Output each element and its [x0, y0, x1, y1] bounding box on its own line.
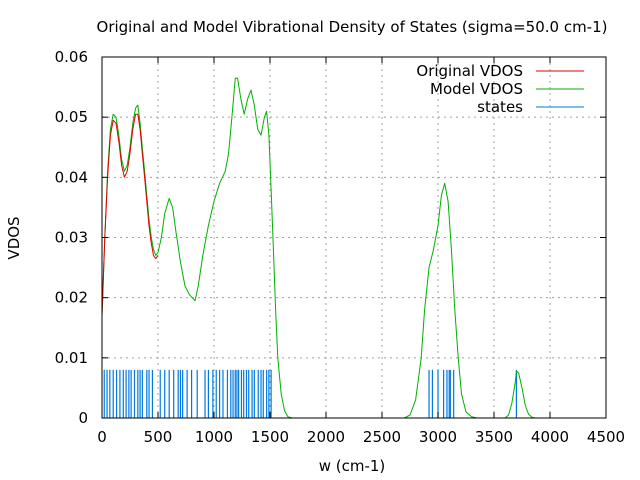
legend: Original VDOS Model VDOS states [416, 62, 584, 116]
chart-title: Original and Model Vibrational Density o… [97, 18, 608, 36]
series-layer [101, 77, 606, 419]
y-tick-label: 0.01 [55, 349, 88, 367]
model-vdos-line [101, 77, 606, 419]
axis-ticks [101, 56, 607, 419]
x-tick-label: 4000 [531, 428, 569, 446]
y-tick-labels: 0 0.01 0.02 0.03 0.04 0.05 0.06 [55, 48, 88, 427]
x-tick-label: 2500 [363, 428, 401, 446]
grid-lines [102, 57, 606, 418]
x-tick-label: 4500 [587, 428, 625, 446]
y-tick-label: 0.02 [55, 289, 88, 307]
x-tick-label: 1000 [195, 428, 233, 446]
x-axis-label: w (cm-1) [319, 457, 386, 475]
x-tick-label: 0 [97, 428, 107, 446]
original-vdos-line [101, 113, 159, 316]
legend-label-states: states [477, 98, 523, 116]
legend-label-original: Original VDOS [416, 62, 523, 80]
y-tick-label: 0.05 [55, 108, 88, 126]
x-tick-label: 1500 [251, 428, 289, 446]
legend-label-model: Model VDOS [430, 80, 523, 98]
y-tick-label: 0.03 [55, 229, 88, 247]
x-tick-label: 3000 [419, 428, 457, 446]
x-tick-labels: 0 500 1000 1500 2000 2500 3000 3500 4000 4500 [97, 428, 625, 446]
y-tick-label: 0.04 [55, 168, 88, 186]
y-axis-label: VDOS [5, 216, 23, 259]
x-tick-label: 2000 [307, 428, 345, 446]
y-tick-label: 0 [78, 409, 88, 427]
x-tick-label: 3500 [475, 428, 513, 446]
x-tick-label: 500 [144, 428, 173, 446]
y-tick-label: 0.06 [55, 48, 88, 66]
